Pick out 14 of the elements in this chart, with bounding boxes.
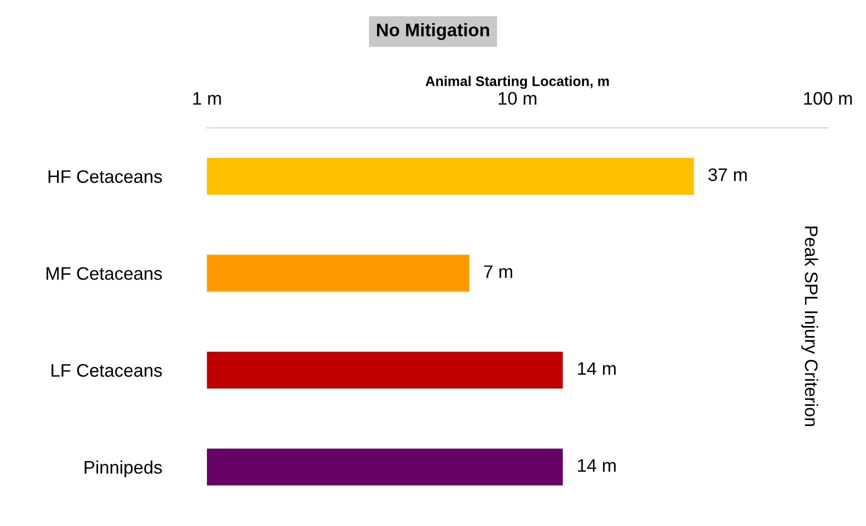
y-tick-label: Pinnipeds: [84, 460, 162, 478]
x-tick-label: 100 m: [804, 92, 852, 105]
data-label: 7 m: [484, 265, 512, 278]
chart-title: No Mitigation: [377, 23, 490, 40]
y2-axis-title: Peak SPL Injury Criterion: [801, 226, 818, 426]
data-label: 37 m: [708, 168, 747, 182]
x-axis-title: Animal Starting Location, m: [426, 76, 609, 89]
x-tick-label: 1 m: [193, 92, 221, 105]
y-tick-label: MF Cetaceans: [46, 267, 162, 280]
y-tick-label: HF Cetaceans: [48, 170, 162, 183]
x-tick-label: 10 m: [498, 92, 536, 105]
data-label: 14 m: [578, 459, 616, 472]
data-label: 14 m: [578, 362, 616, 375]
y-tick-label: LF Cetaceans: [52, 364, 162, 377]
